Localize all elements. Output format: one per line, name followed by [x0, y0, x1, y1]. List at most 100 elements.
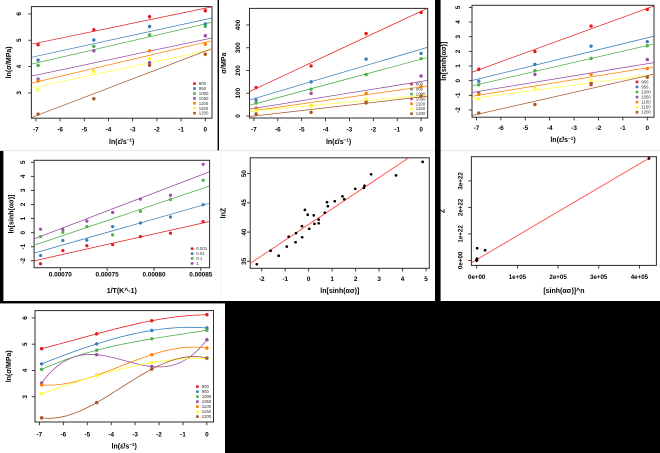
- svg-text:-2: -2: [259, 276, 265, 283]
- svg-text:ln(ε̇/s−1): ln(ε̇/s−1): [326, 138, 351, 146]
- svg-text:-4: -4: [106, 126, 112, 133]
- svg-text:4: 4: [401, 276, 405, 283]
- svg-text:ln(σ/MPa): ln(σ/MPa): [6, 46, 13, 78]
- svg-text:1050: 1050: [199, 96, 209, 101]
- svg-text:ln(σ/MPa): ln(σ/MPa): [6, 350, 13, 382]
- svg-text:3e+05: 3e+05: [590, 274, 608, 281]
- svg-text:100: 100: [235, 87, 242, 98]
- svg-text:2e+05: 2e+05: [549, 274, 567, 281]
- svg-text:-2: -2: [156, 431, 162, 438]
- svg-text:0.1: 0.1: [196, 256, 203, 261]
- svg-text:0.00085: 0.00085: [189, 271, 213, 278]
- svg-text:5: 5: [16, 38, 23, 42]
- svg-text:0: 0: [205, 431, 209, 438]
- svg-text:-5: -5: [81, 126, 87, 133]
- svg-text:1150: 1150: [641, 105, 651, 110]
- svg-text:4: 4: [22, 368, 29, 372]
- svg-text:0.001: 0.001: [196, 246, 207, 251]
- svg-text:5: 5: [20, 160, 27, 164]
- svg-text:1200: 1200: [199, 111, 209, 116]
- svg-text:0e+00: 0e+00: [468, 274, 486, 281]
- svg-text:-2: -2: [20, 258, 27, 264]
- svg-text:3: 3: [377, 276, 381, 283]
- svg-text:1e+05: 1e+05: [509, 274, 527, 281]
- svg-text:3: 3: [22, 395, 29, 399]
- svg-text:900: 900: [416, 82, 424, 87]
- svg-text:5: 5: [455, 5, 462, 9]
- svg-text:50: 50: [241, 170, 248, 178]
- svg-text:5: 5: [22, 342, 29, 346]
- svg-text:3e+22: 3e+22: [457, 172, 464, 190]
- svg-text:-7: -7: [251, 126, 257, 133]
- svg-text:-7: -7: [474, 125, 480, 132]
- svg-text:-1: -1: [180, 431, 186, 438]
- svg-text:45: 45: [241, 199, 248, 207]
- svg-text:1200: 1200: [202, 414, 212, 419]
- svg-text:0: 0: [235, 114, 242, 118]
- svg-text:-3: -3: [571, 125, 577, 132]
- svg-text:-4: -4: [547, 125, 553, 132]
- svg-text:-5: -5: [299, 126, 305, 133]
- svg-text:-2: -2: [370, 126, 376, 133]
- svg-text:2: 2: [20, 202, 27, 206]
- svg-text:0: 0: [419, 126, 423, 133]
- svg-text:2: 2: [354, 276, 358, 283]
- svg-text:ln[sinh(ασ)]: ln[sinh(ασ)]: [320, 288, 359, 295]
- svg-text:1000: 1000: [202, 394, 212, 399]
- svg-text:4: 4: [20, 174, 27, 178]
- svg-text:4: 4: [455, 20, 462, 24]
- svg-text:1000: 1000: [416, 92, 426, 97]
- svg-text:0.00075: 0.00075: [96, 271, 120, 278]
- svg-text:-1: -1: [282, 276, 288, 283]
- svg-text:-1: -1: [620, 125, 626, 132]
- svg-text:1050: 1050: [416, 96, 426, 101]
- svg-text:400: 400: [235, 19, 242, 30]
- svg-text:0: 0: [307, 276, 311, 283]
- svg-text:1100: 1100: [641, 100, 651, 105]
- svg-text:1e+22: 1e+22: [457, 225, 464, 243]
- svg-text:0: 0: [20, 230, 27, 234]
- svg-text:1150: 1150: [416, 106, 426, 111]
- svg-text:-5: -5: [84, 431, 90, 438]
- svg-text:0e+00: 0e+00: [457, 251, 464, 269]
- svg-text:1000: 1000: [641, 90, 651, 95]
- svg-text:40: 40: [241, 228, 248, 236]
- svg-text:2e+22: 2e+22: [457, 198, 464, 216]
- svg-text:-2: -2: [154, 126, 160, 133]
- svg-text:0.01: 0.01: [196, 251, 205, 256]
- svg-text:950: 950: [202, 389, 210, 394]
- svg-text:200: 200: [235, 65, 242, 76]
- svg-text:[sinh(ασ)]^n: [sinh(ασ)]^n: [543, 287, 584, 295]
- svg-text:σ/MPa: σ/MPa: [221, 53, 228, 74]
- svg-text:35: 35: [241, 257, 248, 265]
- svg-text:900: 900: [641, 79, 649, 84]
- svg-text:1: 1: [196, 261, 199, 266]
- svg-text:4e+05: 4e+05: [631, 274, 649, 281]
- svg-text:1100: 1100: [199, 101, 209, 106]
- svg-text:6: 6: [22, 316, 29, 320]
- svg-text:-3: -3: [347, 126, 353, 133]
- svg-text:-4: -4: [108, 431, 114, 438]
- svg-text:0.00080: 0.00080: [142, 271, 166, 278]
- svg-text:-1: -1: [178, 126, 184, 133]
- svg-text:ln(ε̇/s−1): ln(ε̇/s−1): [550, 136, 575, 144]
- svg-text:-6: -6: [60, 431, 66, 438]
- svg-text:0: 0: [455, 78, 462, 82]
- svg-text:1000: 1000: [199, 91, 209, 96]
- svg-text:1150: 1150: [199, 106, 209, 111]
- svg-text:-3: -3: [132, 431, 138, 438]
- svg-text:0: 0: [646, 125, 650, 132]
- svg-text:3: 3: [20, 188, 27, 192]
- svg-text:-6: -6: [498, 125, 504, 132]
- svg-text:-7: -7: [33, 126, 39, 133]
- svg-text:1150: 1150: [202, 409, 212, 414]
- svg-text:1/T(K^-1): 1/T(K^-1): [107, 287, 137, 295]
- svg-text:6: 6: [16, 12, 23, 16]
- svg-text:2: 2: [455, 49, 462, 53]
- svg-text:-1: -1: [455, 92, 462, 98]
- svg-text:ln(ε̇/s−1): ln(ε̇/s−1): [112, 442, 137, 450]
- svg-text:5: 5: [424, 276, 428, 283]
- svg-text:ln[sinh(ασ)]: ln[sinh(ασ)]: [441, 42, 448, 81]
- svg-text:-4: -4: [323, 126, 329, 133]
- svg-text:0: 0: [204, 126, 208, 133]
